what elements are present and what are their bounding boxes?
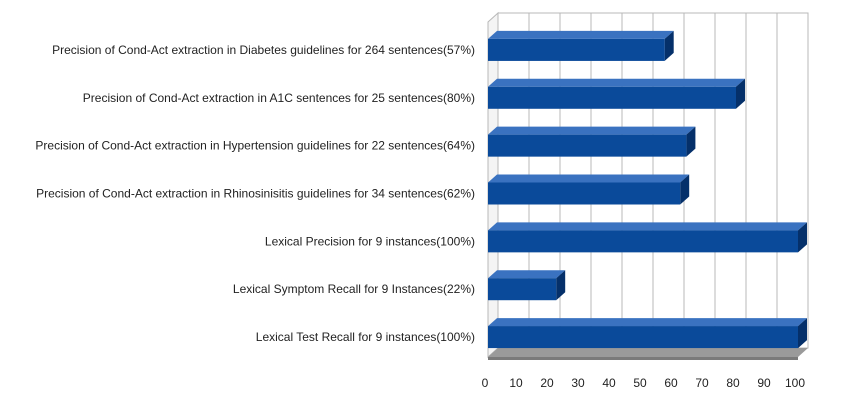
tick-label: 40 bbox=[602, 376, 616, 390]
tick-label: 50 bbox=[633, 376, 647, 390]
bar bbox=[488, 78, 745, 109]
bar-end bbox=[686, 126, 696, 157]
bars bbox=[488, 30, 807, 349]
bar-front bbox=[488, 182, 681, 205]
bar-top bbox=[488, 270, 566, 279]
tick-label: 70 bbox=[695, 376, 709, 390]
bar bbox=[488, 318, 807, 349]
tick-label: 20 bbox=[540, 376, 554, 390]
tick-label: 100 bbox=[785, 376, 805, 390]
bar-top bbox=[488, 126, 696, 135]
bar-end bbox=[798, 318, 807, 349]
bar bbox=[488, 174, 690, 205]
bar-top bbox=[488, 174, 690, 183]
tick-label: 0 bbox=[482, 376, 489, 390]
bar-front bbox=[488, 38, 665, 61]
chart-floor bbox=[488, 348, 808, 360]
category-label: Precision of Cond-Act extraction in Hype… bbox=[35, 139, 475, 153]
bar-end bbox=[664, 30, 674, 61]
bar bbox=[488, 270, 566, 301]
bar-top bbox=[488, 30, 674, 39]
tick-label: 90 bbox=[757, 376, 771, 390]
bar-end bbox=[736, 78, 745, 109]
category-label: Precision of Cond-Act extraction in Rhin… bbox=[36, 187, 475, 201]
tick-label: 60 bbox=[664, 376, 678, 390]
bar-top bbox=[488, 222, 807, 231]
tick-label: 30 bbox=[571, 376, 585, 390]
bar-end bbox=[556, 270, 566, 301]
bar-end bbox=[798, 222, 807, 253]
category-labels: Precision of Cond-Act extraction in Diab… bbox=[35, 43, 475, 344]
floor-top bbox=[488, 348, 808, 357]
bar-top bbox=[488, 318, 807, 327]
bar-front bbox=[488, 326, 798, 349]
category-label: Precision of Cond-Act extraction in Diab… bbox=[52, 43, 475, 57]
bar-front bbox=[488, 278, 557, 301]
tick-label: 10 bbox=[509, 376, 523, 390]
bar-front bbox=[488, 230, 798, 253]
bar bbox=[488, 222, 807, 253]
category-label: Precision of Cond-Act extraction in A1C … bbox=[83, 91, 475, 105]
bar-front bbox=[488, 86, 736, 109]
category-label: Lexical Test Recall for 9 instances(100%… bbox=[256, 330, 475, 344]
tick-label: 80 bbox=[726, 376, 740, 390]
floor-edge bbox=[488, 357, 798, 360]
bar-top bbox=[488, 78, 745, 87]
bar bbox=[488, 30, 674, 61]
category-label: Lexical Symptom Recall for 9 Instances(2… bbox=[233, 282, 475, 296]
x-axis-ticks: 0 10 20 30 40 50 60 70 80 90 100 bbox=[482, 376, 806, 390]
bar bbox=[488, 126, 696, 157]
bar-end bbox=[680, 174, 690, 205]
category-label: Lexical Precision for 9 instances(100%) bbox=[265, 234, 475, 248]
bar-front bbox=[488, 134, 687, 157]
